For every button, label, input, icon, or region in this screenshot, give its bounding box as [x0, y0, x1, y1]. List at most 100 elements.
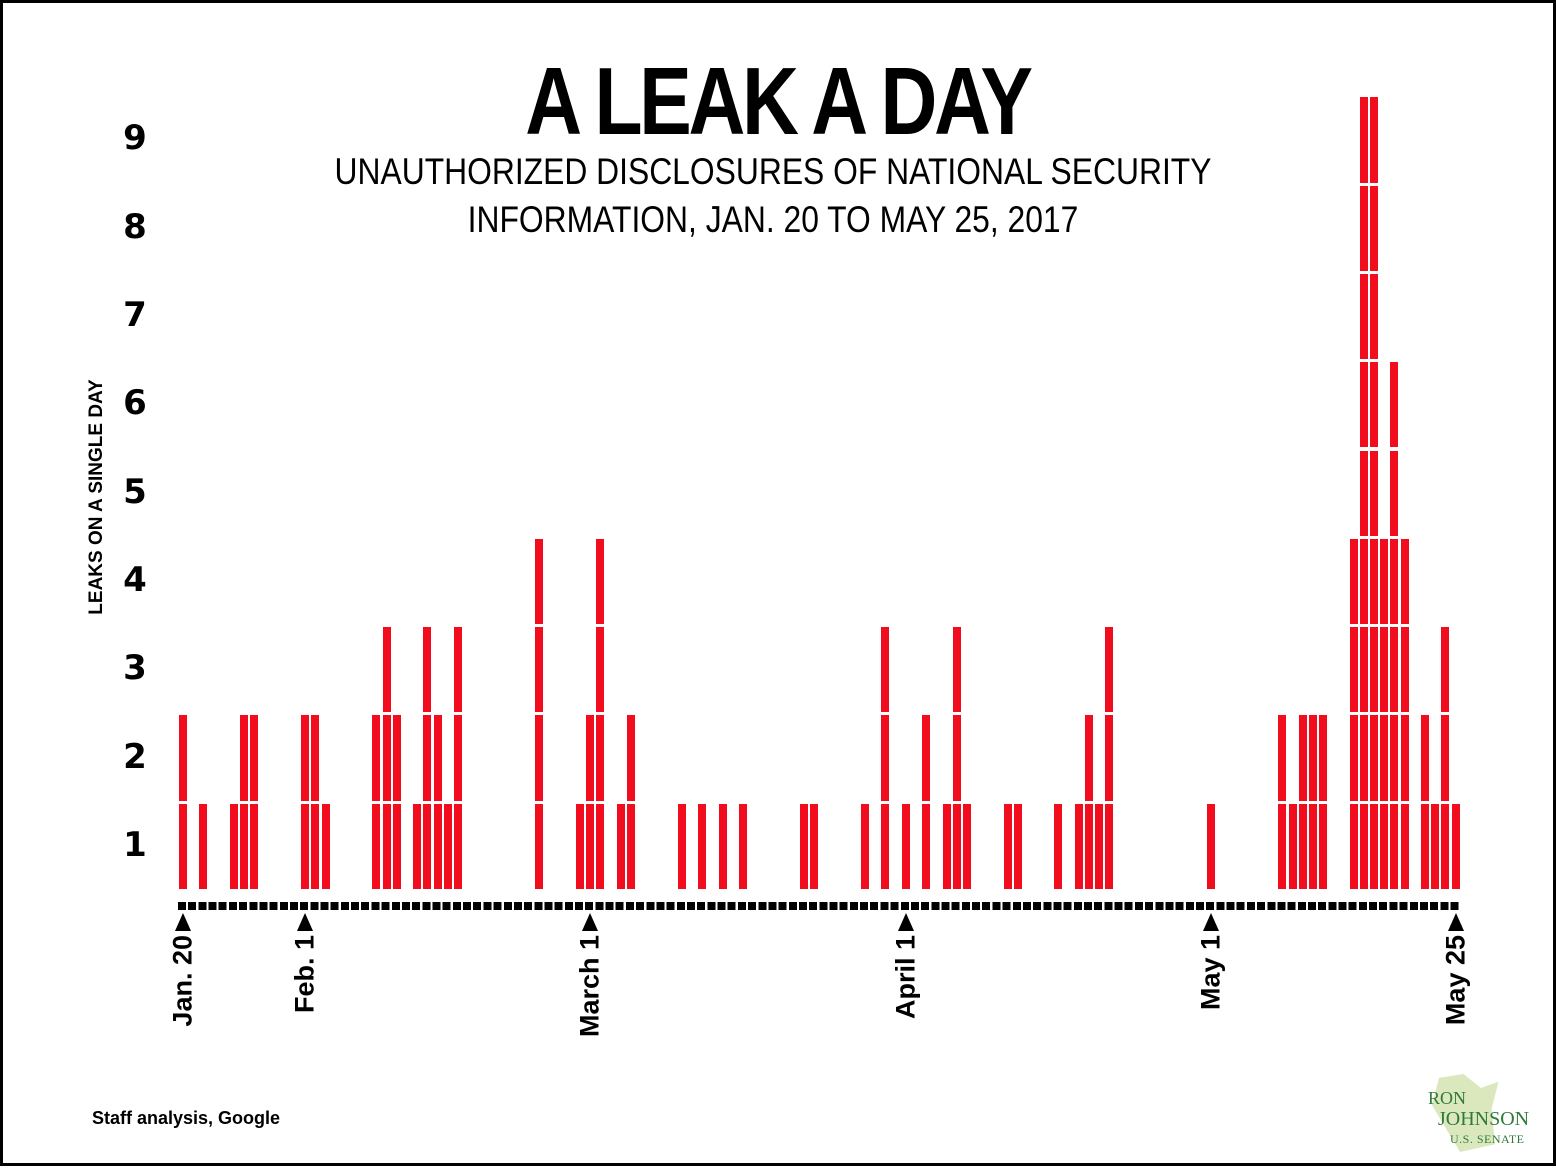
leak-bar-segment — [596, 627, 605, 713]
leak-bar-segment — [1370, 97, 1379, 183]
leak-bar-segment — [1380, 803, 1389, 889]
senator-logo: RON JOHNSON U.S. SENATE — [1412, 1070, 1542, 1155]
leak-bar-segment — [596, 538, 605, 625]
leak-bar-segment — [372, 715, 381, 801]
leak-bar-segment — [596, 715, 605, 801]
leak-bar-segment — [1074, 803, 1083, 889]
leak-bar-segment — [1278, 715, 1287, 801]
y-tick-label: 6 — [123, 383, 147, 424]
leak-bar-segment — [1085, 803, 1094, 889]
leak-bar-segment — [423, 803, 432, 889]
leak-bar-segment — [1359, 273, 1368, 360]
leak-bar-segment — [881, 803, 890, 889]
leak-bar-segment — [301, 803, 310, 889]
leak-bar-segment — [1207, 803, 1216, 889]
x-marker-arrow-icon — [582, 913, 599, 931]
leak-bar-segment — [1390, 538, 1399, 625]
leak-bar-segment — [321, 803, 330, 889]
leak-bar-segment — [1390, 803, 1399, 889]
leak-bar-segment — [423, 627, 432, 713]
leak-bar-segment — [382, 715, 391, 801]
leak-bar-segment — [1054, 803, 1063, 889]
leak-bar-segment — [1359, 803, 1368, 889]
y-tick-label: 3 — [123, 648, 147, 689]
source-note: Staff analysis, Google — [92, 1108, 281, 1128]
leak-bar-segment — [942, 803, 951, 889]
y-tick-label: 7 — [123, 295, 147, 336]
y-tick-label: 9 — [123, 118, 147, 159]
leak-bar-segment — [1390, 450, 1399, 536]
leak-bar-segment — [1359, 185, 1368, 271]
leak-bar-segment — [1370, 450, 1379, 536]
leak-bar-segment — [576, 803, 585, 889]
leak-bar-segment — [1370, 362, 1379, 448]
leak-bar-segment — [1380, 627, 1389, 713]
leak-bar-segment — [718, 803, 727, 889]
leak-bar-segment — [810, 803, 819, 889]
x-marker-arrow-icon — [897, 913, 914, 931]
leak-bar-segment — [952, 715, 961, 801]
leak-bar-segment — [952, 627, 961, 713]
logo-text-line3: U.S. SENATE — [1450, 1132, 1525, 1146]
x-marker-arrow-icon — [297, 913, 314, 931]
leak-bar-segment — [881, 715, 890, 801]
leak-bar-segment — [1420, 803, 1429, 889]
leak-bar-segment — [1298, 803, 1307, 889]
x-marker-label: Feb. 1 — [289, 935, 320, 1014]
leak-bar-segment — [382, 803, 391, 889]
leak-bar-segment — [1370, 715, 1379, 801]
leak-bar-segment — [535, 803, 544, 889]
x-marker-label: May 1 — [1195, 935, 1226, 1011]
leak-bar-segment — [1003, 803, 1012, 889]
y-tick-label: 1 — [123, 824, 147, 865]
chart-subtitle-line2: INFORMATION, JAN. 20 TO MAY 25, 2017 — [467, 199, 1079, 240]
leak-bar-segment — [1319, 803, 1328, 889]
logo-text-line1: RON — [1428, 1088, 1467, 1108]
leak-bar-segment — [250, 803, 259, 889]
leak-bar-segment — [1370, 273, 1379, 360]
x-marker-arrow-icon — [1203, 913, 1220, 931]
leak-bar-segment — [1349, 538, 1358, 625]
leak-bar-segment — [199, 803, 208, 889]
leak-bar-segment — [1308, 715, 1317, 801]
leak-bar-segment — [1288, 803, 1297, 889]
leak-bar-segment — [1400, 803, 1409, 889]
leak-bar-segment — [962, 803, 971, 889]
leak-bar-segment — [1441, 715, 1450, 801]
leak-bar-segment — [1441, 627, 1450, 713]
leak-bar-segment — [1400, 715, 1409, 801]
leak-bar-segment — [698, 803, 707, 889]
leak-bar-segment — [1095, 803, 1104, 889]
leak-bar-segment — [1359, 97, 1368, 183]
leak-bar-segment — [443, 803, 452, 889]
leak-bar-segment — [586, 715, 595, 801]
chart-title: A LEAK A DAY — [525, 48, 1033, 155]
leak-bar-segment — [1013, 803, 1022, 889]
leak-bar-segment — [1370, 803, 1379, 889]
leak-bar-segment — [1390, 627, 1399, 713]
leak-bar-segment — [1278, 803, 1287, 889]
leak-bar-segment — [738, 803, 747, 889]
leak-bar-segment — [1359, 538, 1368, 625]
leak-bar-segment — [311, 803, 320, 889]
leak-bar-segment — [586, 803, 595, 889]
leak-bar-segment — [1370, 627, 1379, 713]
leak-bar-segment — [1359, 627, 1368, 713]
leak-bar-segment — [1298, 715, 1307, 801]
leak-bar-segment — [1105, 715, 1114, 801]
leak-bar-segment — [1349, 803, 1358, 889]
leak-bar-segment — [881, 627, 890, 713]
leak-bar-segment — [626, 803, 635, 889]
leak-bar-segment — [1359, 715, 1368, 801]
leak-bar-segment — [861, 803, 870, 889]
leak-bar-segment — [922, 803, 931, 889]
leak-bar-segment — [1349, 627, 1358, 713]
leak-bar-segment — [1451, 803, 1460, 889]
y-tick-label: 4 — [123, 559, 147, 600]
leak-bar-segment — [1308, 803, 1317, 889]
leak-bar-segment — [1370, 185, 1379, 271]
leak-bar-segment — [922, 715, 931, 801]
leak-bar-segment — [382, 627, 391, 713]
